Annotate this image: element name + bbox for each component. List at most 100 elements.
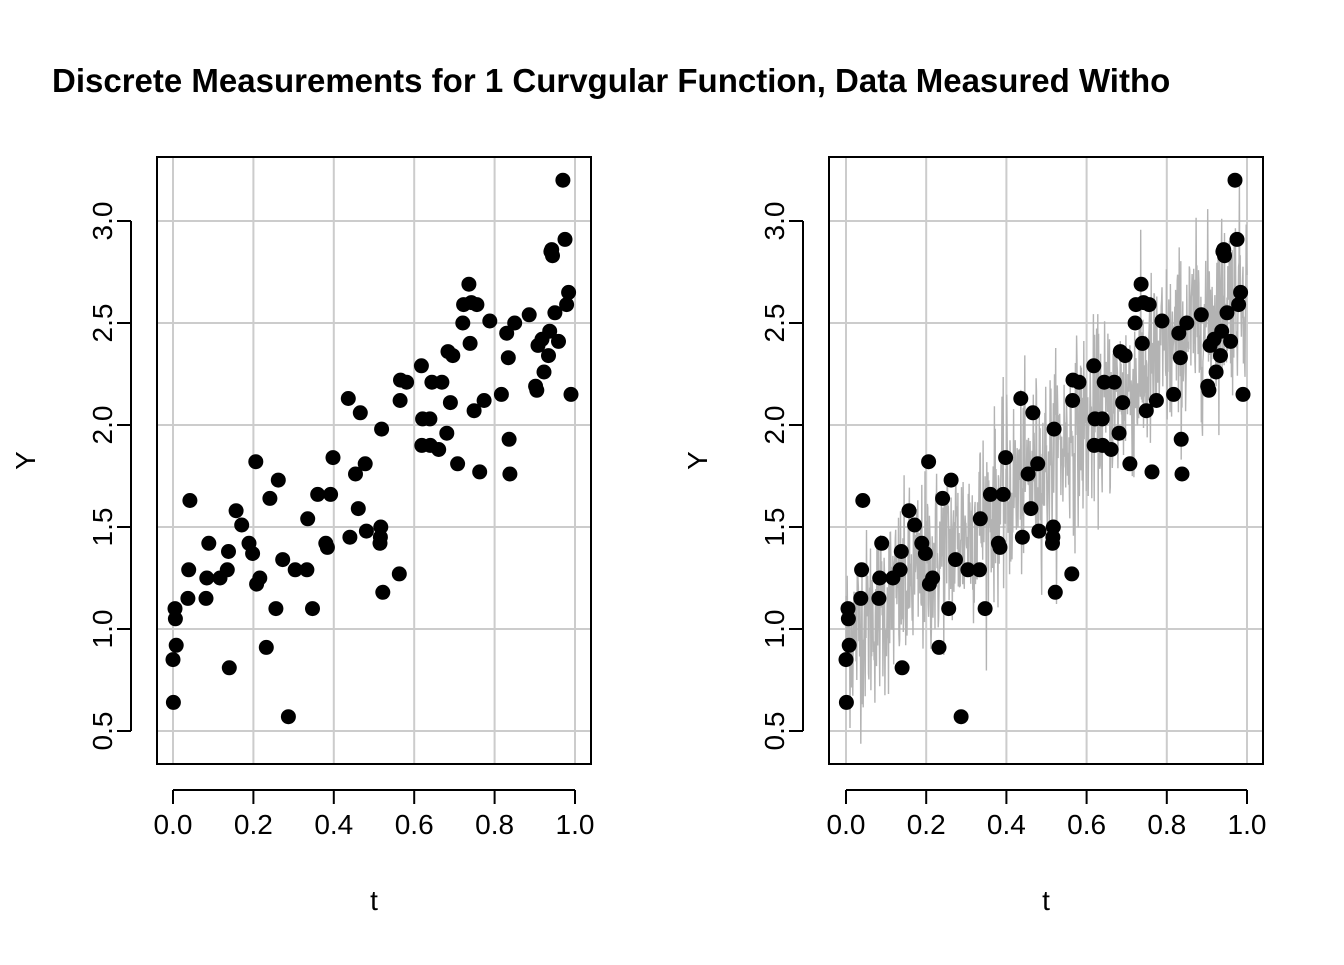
data-point bbox=[262, 490, 278, 506]
y-tick-label: 2.5 bbox=[759, 304, 790, 343]
data-point bbox=[469, 297, 485, 313]
data-point bbox=[995, 486, 1011, 502]
y-tick-label: 1.5 bbox=[87, 508, 118, 547]
data-point bbox=[840, 611, 856, 627]
x-tick-label: 0.8 bbox=[1147, 809, 1186, 840]
data-point bbox=[201, 535, 217, 551]
data-point bbox=[165, 652, 181, 668]
data-point bbox=[358, 523, 374, 539]
data-point bbox=[234, 517, 250, 533]
data-point bbox=[992, 539, 1008, 555]
data-point bbox=[462, 335, 478, 351]
data-point bbox=[472, 464, 488, 480]
data-point bbox=[1064, 566, 1080, 582]
data-point bbox=[541, 348, 556, 364]
data-point bbox=[373, 519, 389, 535]
data-point bbox=[507, 315, 523, 331]
data-point bbox=[199, 570, 215, 586]
data-point bbox=[977, 601, 993, 617]
plot-box bbox=[156, 156, 592, 765]
data-point bbox=[1086, 358, 1102, 374]
data-point bbox=[872, 570, 888, 586]
chart-title: Discrete Measurements for 1 Curvgular Fu… bbox=[52, 62, 1170, 99]
data-point bbox=[461, 276, 477, 292]
y-tick-label: 1.5 bbox=[759, 508, 790, 547]
data-point bbox=[245, 546, 261, 561]
data-point bbox=[998, 450, 1014, 466]
data-point bbox=[340, 391, 356, 406]
data-point bbox=[941, 601, 957, 617]
data-point bbox=[555, 172, 571, 188]
data-point bbox=[1045, 519, 1061, 535]
data-point bbox=[182, 493, 198, 508]
data-point bbox=[943, 472, 959, 488]
data-point bbox=[1148, 393, 1164, 408]
data-point bbox=[455, 315, 471, 331]
data-point bbox=[1144, 464, 1160, 480]
data-point bbox=[392, 393, 408, 408]
data-point bbox=[268, 601, 284, 617]
data-point bbox=[357, 456, 373, 472]
data-point bbox=[893, 544, 909, 559]
data-point bbox=[855, 493, 871, 508]
data-point bbox=[948, 552, 963, 568]
data-point bbox=[1138, 403, 1154, 419]
y-tick-label: 2.5 bbox=[87, 304, 118, 343]
data-point bbox=[1046, 421, 1062, 437]
right-scatter-curve-panel: 0.0 0.2 0.4 0.6 0.8 1.0 0.5 1.0 1.5 2.0 2.5 3.0 t Y bbox=[682, 156, 1267, 916]
data-point bbox=[399, 374, 415, 390]
data-point bbox=[434, 374, 450, 390]
data-point bbox=[935, 490, 951, 506]
data-point bbox=[917, 546, 933, 561]
data-point bbox=[960, 562, 976, 578]
plot-box bbox=[828, 156, 1264, 765]
data-point bbox=[1106, 374, 1122, 390]
x-tick-label: 0.8 bbox=[475, 809, 514, 840]
y-tick-label: 1.0 bbox=[759, 610, 790, 649]
data-point bbox=[501, 431, 517, 447]
data-point bbox=[1231, 297, 1247, 313]
y-tick-label: 1.0 bbox=[87, 610, 118, 649]
data-point bbox=[348, 466, 363, 482]
data-point bbox=[439, 425, 455, 441]
data-point bbox=[325, 450, 341, 466]
data-point bbox=[547, 305, 563, 321]
data-point bbox=[1166, 386, 1182, 402]
data-point bbox=[499, 325, 515, 341]
data-point bbox=[982, 486, 998, 502]
data-point bbox=[445, 348, 461, 364]
data-point bbox=[838, 652, 854, 668]
data-point bbox=[228, 503, 244, 519]
data-point bbox=[874, 535, 890, 551]
x-tick-label: 1.0 bbox=[1228, 809, 1267, 840]
data-point bbox=[310, 486, 326, 502]
data-point bbox=[1013, 391, 1029, 406]
data-point bbox=[1208, 364, 1224, 380]
data-point bbox=[1134, 335, 1150, 351]
data-point bbox=[1217, 248, 1232, 264]
realization-curve bbox=[845, 181, 1248, 744]
data-point bbox=[1047, 584, 1063, 600]
data-point bbox=[168, 637, 184, 653]
data-point bbox=[1213, 348, 1228, 364]
data-point bbox=[323, 486, 339, 502]
data-point bbox=[1133, 276, 1149, 292]
data-point bbox=[545, 248, 560, 264]
y-tick-label: 2.0 bbox=[759, 406, 790, 445]
data-point bbox=[299, 562, 315, 578]
data-point bbox=[502, 466, 518, 482]
data-point bbox=[198, 590, 214, 606]
data-point bbox=[342, 529, 358, 545]
data-point bbox=[536, 364, 552, 380]
data-point bbox=[1094, 411, 1110, 427]
data-point bbox=[972, 511, 988, 527]
data-point bbox=[1065, 393, 1081, 408]
data-point bbox=[374, 421, 390, 437]
data-point bbox=[1141, 297, 1157, 313]
data-point bbox=[1235, 386, 1251, 402]
data-point bbox=[921, 454, 937, 470]
data-point bbox=[521, 307, 537, 323]
data-point bbox=[972, 562, 987, 578]
